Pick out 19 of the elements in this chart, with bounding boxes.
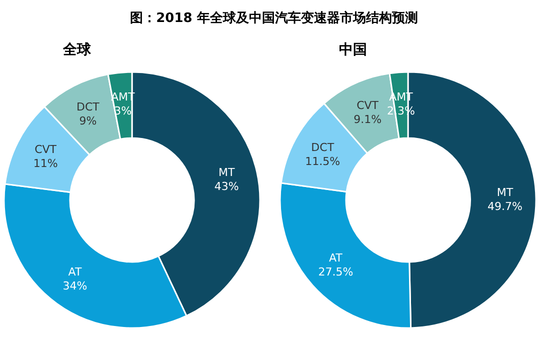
data-label: 9% (79, 114, 97, 128)
slice-label: MT (218, 166, 236, 179)
chart-subtitle: 全球 (62, 42, 92, 58)
data-label: 11% (33, 156, 58, 170)
data-label: 27.5% (318, 266, 354, 279)
data-label: 43% (214, 180, 239, 193)
slice-label: CVT (356, 98, 379, 112)
data-label: 49.7% (488, 200, 522, 213)
slice-label: CVT (34, 142, 57, 156)
chart-subtitle: 中国 (339, 42, 367, 58)
slice-label: AT (68, 265, 82, 278)
slice-label: MT (496, 186, 514, 199)
data-label: 11.5% (305, 154, 340, 168)
slice-label: DCT (76, 100, 100, 114)
slice-label: AT (329, 252, 343, 265)
chart-title: 图：2018 年全球及中国汽车变速器市场结构预测 (130, 10, 418, 26)
slice-label: DCT (311, 140, 334, 154)
data-label: 34% (62, 279, 88, 292)
data-label: 9.1% (354, 112, 382, 126)
